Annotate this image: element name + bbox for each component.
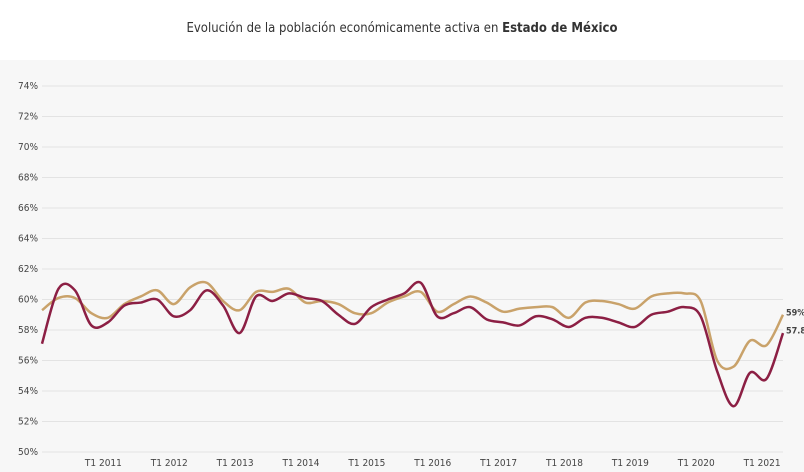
y-tick-label: 60%: [18, 295, 38, 306]
x-tick-label: T1 2012: [150, 458, 188, 469]
x-tick-label: T1 2015: [347, 458, 385, 469]
x-tick-label: T1 2017: [479, 458, 517, 469]
title-text: Evolución de la población económicamente…: [187, 21, 499, 36]
x-tick-label: T1 2020: [677, 458, 715, 469]
y-tick-label: 54%: [18, 386, 38, 397]
y-tick-label: 72%: [18, 112, 38, 123]
title-emphasis: Estado de México: [502, 21, 617, 36]
x-tick-label: T1 2014: [282, 458, 320, 469]
y-tick-label: 68%: [18, 173, 38, 184]
y-tick-label: 56%: [18, 356, 38, 367]
y-tick-label: 52%: [18, 417, 38, 428]
value-label: 57.8%: [786, 327, 804, 337]
line-series: [40, 280, 785, 408]
y-tick-label: 74%: [18, 81, 38, 92]
x-tick-label: T1 2018: [545, 458, 583, 469]
y-tick-label: 66%: [18, 203, 38, 214]
value-label: 59%: [786, 308, 804, 318]
line-series: [41, 280, 785, 371]
x-tick-label: T1 2016: [413, 458, 451, 469]
chart-title: Evolución de la población económicamente…: [187, 21, 618, 36]
y-tick-label: 50%: [18, 447, 38, 458]
y-tick-label: 58%: [18, 325, 38, 336]
x-tick-label: T1 2019: [611, 458, 649, 469]
y-tick-label: 70%: [18, 142, 38, 153]
x-tick-label: T1 2011: [84, 458, 122, 469]
y-tick-label: 64%: [18, 234, 38, 245]
plot-background: [0, 60, 804, 472]
y-tick-label: 62%: [18, 264, 38, 275]
x-tick-label: T1 2013: [216, 458, 254, 469]
x-tick-label: T1 2021: [743, 458, 781, 469]
